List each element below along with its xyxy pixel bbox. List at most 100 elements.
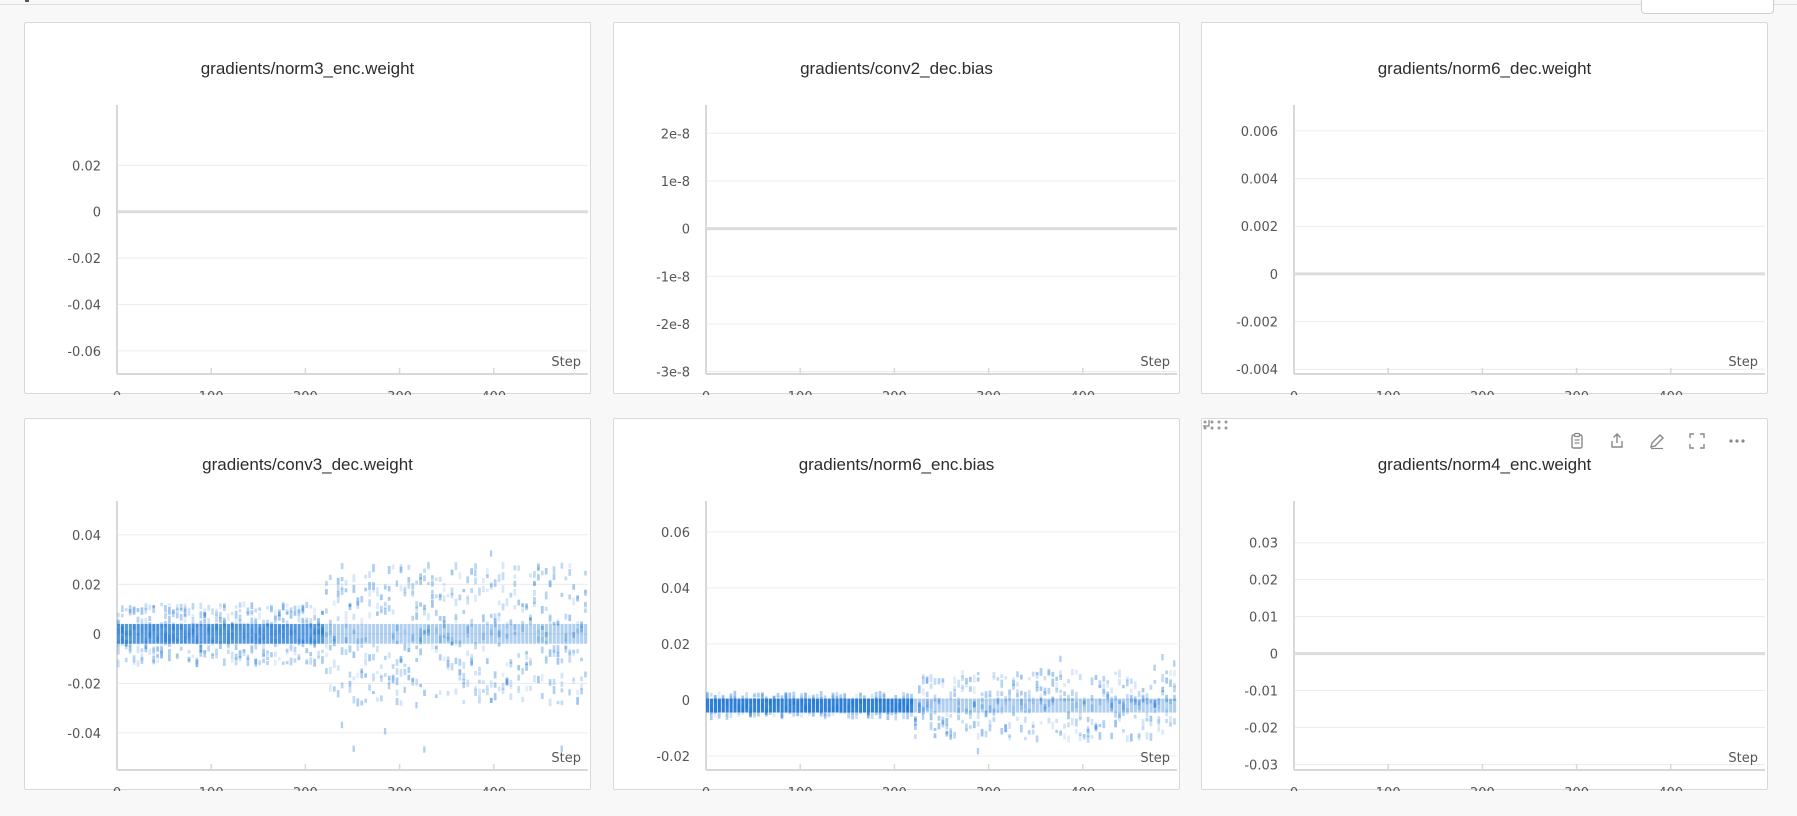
histogram-cell: [348, 604, 352, 611]
histogram-cell: [886, 698, 890, 704]
histogram-cell: [968, 711, 972, 720]
histogram-cell: [1027, 709, 1031, 714]
histogram-cell: [1016, 698, 1020, 713]
histogram-cell: [544, 657, 548, 664]
histogram-cell: [1082, 734, 1086, 738]
histogram-cell: [1055, 698, 1059, 713]
histogram-cell: [277, 609, 281, 616]
histogram-cell: [552, 574, 556, 580]
chart-panel[interactable]: gradients/norm3_enc.weight 0.02 0 -0.02 -0.…: [24, 22, 591, 395]
histogram-cell: [917, 702, 921, 707]
y-tick-label: 0: [93, 628, 101, 643]
histogram-cell: [1074, 728, 1078, 734]
histogram-cell: [536, 636, 540, 643]
chart-panel[interactable]: gradients/conv3_dec.weight 0.04 0.02 0 -0.0…: [24, 418, 591, 791]
histogram-cell: [152, 605, 156, 614]
histogram-cell: [1020, 724, 1023, 733]
histogram-cell: [533, 570, 536, 578]
histogram-cell: [1051, 672, 1055, 677]
histogram-cell: [328, 623, 333, 644]
histogram-cell: [458, 670, 462, 678]
histogram-cell: [1173, 685, 1176, 693]
histogram-cell: [937, 698, 941, 713]
histogram-cell: [458, 594, 462, 601]
histogram-cell: [313, 630, 316, 635]
histogram-cell: [423, 689, 426, 696]
histogram-cell: [281, 603, 285, 611]
histogram-cell: [961, 675, 964, 681]
histogram-cell: [529, 623, 533, 644]
histogram-cell: [1051, 698, 1055, 713]
histogram-cell: [164, 640, 167, 646]
histogram-cell: [474, 594, 477, 602]
histogram-cell: [466, 679, 470, 688]
histogram-cell: [478, 587, 481, 596]
histogram-cell: [961, 670, 964, 678]
histogram-cell: [976, 733, 980, 740]
histogram-cell: [254, 642, 258, 650]
histogram-cell: [1074, 691, 1078, 699]
edit-icon[interactable]: [1647, 431, 1667, 451]
histogram-cell: [1141, 694, 1145, 703]
histogram-cell: [344, 649, 348, 656]
histogram-cell: [961, 687, 964, 693]
histogram-cell: [914, 716, 917, 721]
histogram-cell: [1157, 726, 1161, 732]
chart-panel[interactable]: gradients/norm6_enc.bias 0.06 0.04 0.02 0 -0…: [613, 418, 1180, 791]
histogram-cell: [136, 616, 140, 623]
histogram-cell: [446, 690, 450, 696]
share-icon[interactable]: [1607, 431, 1627, 451]
histogram-cell: [792, 711, 796, 717]
histogram-cell: [246, 634, 250, 638]
histogram-cell: [902, 701, 905, 707]
histogram-cell: [183, 635, 187, 643]
histogram-cell: [187, 659, 191, 663]
chart-panel[interactable]: gradients/norm4_enc.weight 0.03 0.02 0.01 0…: [1201, 418, 1768, 791]
x-tick-label: 200: [293, 390, 318, 395]
histogram-cell: [458, 677, 462, 681]
histogram-cell: [1157, 705, 1161, 710]
histogram-cell: [485, 623, 490, 644]
histogram-cell: [407, 666, 411, 674]
histogram-cell: [827, 714, 831, 718]
histogram-cell: [823, 713, 827, 718]
histogram-cell: [1157, 719, 1161, 727]
histogram-cell: [811, 697, 815, 704]
histogram-cell: [741, 706, 745, 713]
histogram-cell: [906, 711, 909, 720]
y-tick-label: -0.04: [67, 727, 101, 742]
histogram-cell: [556, 700, 560, 705]
histogram-cell: [1082, 734, 1086, 740]
chart-panel[interactable]: gradients/norm6_dec.weight 0.006 0.004 0.0…: [1201, 22, 1768, 395]
histogram-cell: [929, 674, 933, 683]
histogram-cell: [584, 590, 587, 596]
histogram-cell: [442, 623, 446, 644]
fullscreen-icon[interactable]: [1687, 431, 1707, 451]
histogram-cell: [1114, 695, 1117, 701]
histogram-cell: [576, 628, 579, 634]
more-icon[interactable]: [1727, 431, 1747, 451]
drag-handle-icon[interactable]: [1202, 419, 1232, 431]
resize-handle-icon[interactable]: [1202, 419, 1210, 427]
histogram-cell: [191, 654, 195, 658]
histogram-cell: [340, 563, 344, 570]
x-tick-label: 400: [481, 786, 506, 791]
top-right-button[interactable]: [1641, 0, 1774, 14]
histogram-cell: [1157, 698, 1161, 705]
histogram-cell: [360, 596, 364, 603]
y-tick-label: -0.04: [67, 298, 101, 313]
histogram-cell: [1012, 679, 1015, 686]
clipboard-icon[interactable]: [1567, 431, 1587, 451]
chart-panel[interactable]: gradients/conv2_dec.bias 2e-8 1e-8 0 -1e-8-…: [613, 22, 1180, 395]
histogram-cell: [843, 698, 847, 713]
histogram-cell: [148, 648, 152, 655]
histogram-cell: [250, 610, 254, 616]
y-tick-label: -0.01: [1244, 685, 1278, 700]
histogram-cell: [246, 654, 250, 659]
histogram-cell: [890, 698, 894, 704]
histogram-cell: [117, 647, 120, 655]
histogram-cell: [419, 577, 422, 585]
histogram-cell: [450, 569, 454, 576]
histogram-cell: [556, 623, 560, 644]
histogram-cell: [866, 698, 870, 703]
